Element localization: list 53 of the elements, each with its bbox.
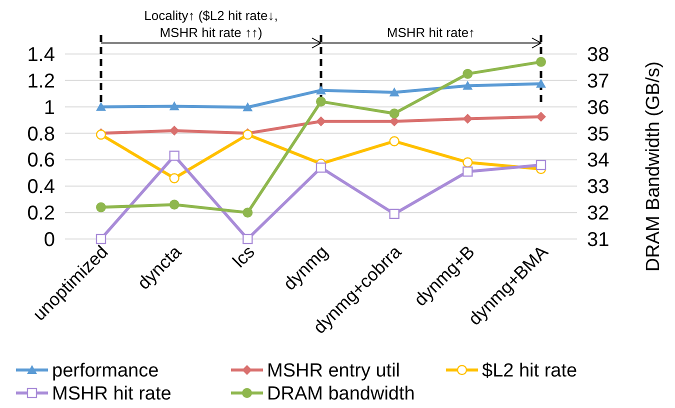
- point: [462, 114, 473, 124]
- point: [169, 101, 180, 110]
- point: [169, 150, 180, 161]
- y-tick-label: 1: [44, 96, 55, 119]
- y-tick-label: 0.4: [27, 176, 55, 198]
- point: [536, 160, 546, 170]
- legend-label: $L2 hit rate: [482, 360, 578, 382]
- point: [96, 102, 106, 111]
- y-tick-label: 1.4: [27, 44, 55, 66]
- point: [462, 68, 473, 79]
- y2-tick-label: 32: [587, 202, 610, 225]
- y-tick-label: 0.2: [27, 202, 55, 225]
- y-tick-label: 0.8: [27, 123, 55, 146]
- text: Locality↑ ($L2 hit rate↓, MSHR hit rate ↑↑): [144, 8, 278, 40]
- point: [462, 80, 473, 90]
- point: [536, 78, 546, 88]
- point: [462, 166, 473, 177]
- y2-tick-label: 36: [587, 96, 610, 119]
- legend-label: MSHR entry util: [267, 360, 400, 382]
- y2-tick-label: 38: [587, 44, 610, 66]
- x-tick-label: lcs: [228, 242, 258, 272]
- point: [242, 208, 253, 218]
- y2-tick-label: 35: [587, 123, 610, 146]
- point: [169, 200, 180, 210]
- y-tick-label: 1.2: [27, 70, 55, 92]
- point: [169, 173, 180, 184]
- point: [242, 102, 253, 112]
- point: [462, 157, 473, 168]
- point: [96, 202, 106, 212]
- y-tick-label: 0.6: [27, 150, 55, 172]
- point: [389, 208, 400, 219]
- y2-tick-label: 34: [587, 150, 610, 172]
- point: [536, 112, 546, 122]
- legend-label: MSHR hit rate: [52, 384, 172, 405]
- y2-tick-label: 31: [587, 229, 610, 251]
- point: [389, 87, 400, 96]
- legend-label: performance: [52, 360, 159, 382]
- text: MSHR hit rate↑: [386, 25, 476, 40]
- point: [169, 126, 180, 136]
- y-tick-label: 0: [44, 229, 55, 251]
- point: [389, 136, 400, 146]
- point: [96, 234, 106, 244]
- y2-axis-title: DRAM Bandwidth (GB/s): [643, 61, 664, 272]
- legend-label: DRAM bandwidth: [267, 384, 415, 405]
- point: [389, 108, 400, 118]
- point: [536, 56, 546, 67]
- point: [316, 116, 326, 126]
- point: [316, 85, 326, 94]
- point: [242, 234, 253, 244]
- point: [316, 162, 326, 173]
- y2-tick-label: 37: [587, 70, 610, 92]
- point: [316, 96, 326, 107]
- y2-tick-label: 33: [587, 176, 610, 198]
